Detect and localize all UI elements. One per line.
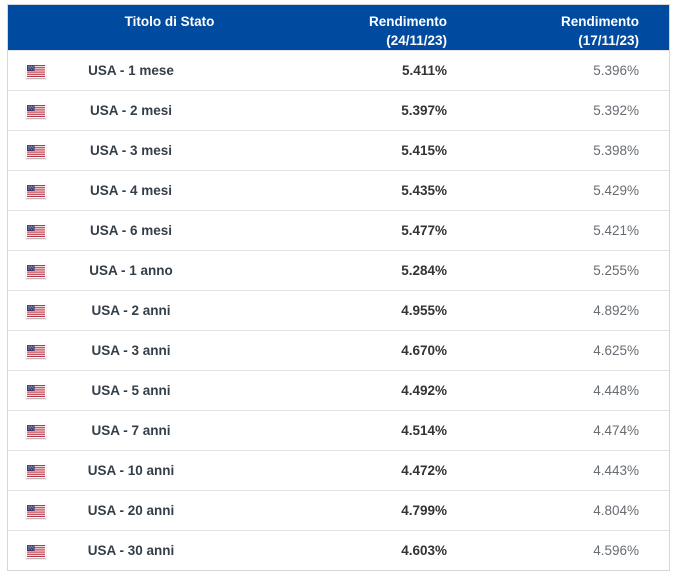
yield-previous: 5.398% [593,143,639,158]
table-header: Titolo di Stato Rendimento (24/11/23) Re… [8,5,669,50]
flag-cell [8,343,56,358]
usa-flag-icon [26,143,46,158]
bond-name: USA - 20 anni [87,503,175,518]
yield-current: 5.411% [401,63,447,78]
bond-yields-table: Titolo di Stato Rendimento (24/11/23) Re… [7,4,670,571]
table-row: USA - 5 anni 4.492% 4.448% [8,370,669,410]
yield-previous: 4.474% [593,423,639,438]
table-row: USA - 2 anni 4.955% 4.892% [8,290,669,330]
usa-flag-icon [26,63,46,78]
bond-name: USA - 7 anni [91,423,171,438]
yield-current: 5.397% [401,103,447,118]
bond-name: USA - 4 mesi [89,183,173,198]
flag-cell [8,463,56,478]
flag-cell [8,423,56,438]
flag-cell [8,103,56,118]
yield-previous: 5.421% [593,223,639,238]
bond-name: USA - 2 mesi [89,103,173,118]
header-titolo-label: Titolo di Stato [124,14,215,29]
usa-flag-icon [26,183,46,198]
table-body: USA - 1 mese 5.411% 5.396% [8,50,669,570]
table-row: USA - 3 mesi 5.415% 5.398% [8,130,669,170]
flag-cell [8,183,56,198]
yield-current: 4.603% [401,543,447,558]
header-rendimento-previous: Rendimento (17/11/23) [463,12,669,50]
yield-current: 4.799% [401,503,447,518]
bond-name: USA - 30 anni [87,543,175,558]
yield-previous: 4.443% [593,463,639,478]
table-row: USA - 2 mesi 5.397% 5.392% [8,90,669,130]
bond-name: USA - 1 mese [88,63,174,78]
yield-previous: 5.392% [593,103,639,118]
bond-name: USA - 3 mesi [89,143,173,158]
header-rendimento-current-label: Rendimento [368,14,447,29]
header-rendimento-previous-date: (17/11/23) [578,33,639,48]
flag-cell [8,503,56,518]
flag-cell [8,543,56,558]
table-row: USA - 20 anni 4.799% 4.804% [8,490,669,530]
yield-current: 5.284% [401,263,447,278]
table-row: USA - 3 anni 4.670% 4.625% [8,330,669,370]
yield-current: 4.955% [401,303,447,318]
yield-current: 4.472% [401,463,447,478]
usa-flag-icon [26,503,46,518]
flag-cell [8,263,56,278]
bond-name: USA - 1 anno [89,263,173,278]
table-row: USA - 1 anno 5.284% 5.255% [8,250,669,290]
header-rendimento-previous-label: Rendimento [560,14,639,29]
bond-name: USA - 5 anni [91,383,171,398]
header-titolo-di-stato: Titolo di Stato [56,12,283,50]
usa-flag-icon [26,343,46,358]
usa-flag-icon [26,223,46,238]
yield-current: 4.514% [401,423,447,438]
table-row: USA - 7 anni 4.514% 4.474% [8,410,669,450]
usa-flag-icon [26,423,46,438]
flag-cell [8,383,56,398]
flag-cell [8,143,56,158]
yield-previous: 4.892% [593,303,639,318]
yield-current: 5.415% [401,143,447,158]
flag-cell [8,303,56,318]
bond-name: USA - 2 anni [91,303,171,318]
bond-name: USA - 10 anni [87,463,175,478]
table-row: USA - 1 mese 5.411% 5.396% [8,50,669,90]
yield-current: 5.435% [401,183,447,198]
table-row: USA - 6 mesi 5.477% 5.421% [8,210,669,250]
yield-current: 5.477% [401,223,447,238]
table-row: USA - 4 mesi 5.435% 5.429% [8,170,669,210]
usa-flag-icon [26,543,46,558]
flag-cell [8,223,56,238]
flag-cell [8,63,56,78]
usa-flag-icon [26,463,46,478]
bond-name: USA - 6 mesi [89,223,173,238]
yield-current: 4.492% [401,383,447,398]
yield-previous: 4.448% [593,383,639,398]
usa-flag-icon [26,103,46,118]
table-row: USA - 30 anni 4.603% 4.596% [8,530,669,570]
header-rendimento-current-date: (24/11/23) [386,33,447,48]
yield-previous: 4.596% [593,543,639,558]
yield-previous: 4.804% [593,503,639,518]
usa-flag-icon [26,383,46,398]
table-row: USA - 10 anni 4.472% 4.443% [8,450,669,490]
yield-current: 4.670% [401,343,447,358]
yield-previous: 5.429% [593,183,639,198]
yield-previous: 4.625% [593,343,639,358]
usa-flag-icon [26,263,46,278]
header-flag-spacer [8,12,56,50]
yield-previous: 5.396% [593,63,639,78]
usa-flag-icon [26,303,46,318]
bond-name: USA - 3 anni [91,343,171,358]
header-rendimento-current: Rendimento (24/11/23) [283,12,463,50]
yield-previous: 5.255% [593,263,639,278]
